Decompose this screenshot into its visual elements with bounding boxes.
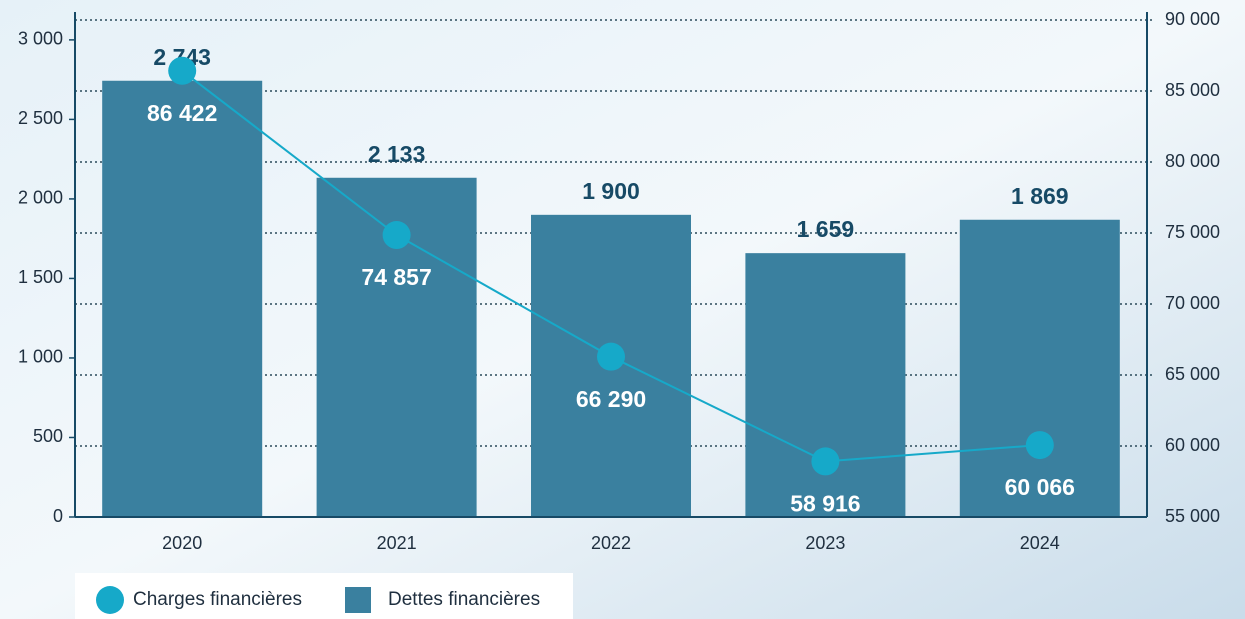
x-tick-label: 2024	[1020, 533, 1060, 553]
legend-box	[75, 573, 573, 619]
y2-tick-label: 60 000	[1165, 435, 1220, 455]
x-tick-label: 2021	[377, 533, 417, 553]
y-tick-label: 3 000	[18, 29, 63, 49]
legend-label: Charges financières	[133, 589, 302, 610]
bar-value-label: 1 900	[582, 178, 640, 204]
y-tick-label: 1 500	[18, 267, 63, 287]
y2-tick-label: 70 000	[1165, 293, 1220, 313]
bar	[959, 219, 1120, 517]
bar	[745, 253, 906, 517]
point-value-label: 74 857	[361, 264, 431, 290]
x-tick-label: 2020	[162, 533, 202, 553]
y2-tick-label: 55 000	[1165, 506, 1220, 526]
point-value-label: 58 916	[790, 490, 860, 516]
legend-label: Dettes financières	[388, 589, 540, 610]
y-tick-label: 0	[53, 506, 63, 526]
point	[597, 342, 625, 371]
y2-tick-label: 90 000	[1165, 9, 1220, 29]
point-value-label: 66 290	[576, 386, 646, 412]
bar-value-label: 2 133	[368, 141, 426, 167]
y-tick-label: 2 500	[18, 108, 63, 128]
y2-tick-label: 80 000	[1165, 151, 1220, 171]
y2-tick-label: 75 000	[1165, 222, 1220, 242]
bar	[102, 80, 263, 517]
point-value-label: 86 422	[147, 100, 217, 126]
y-tick-label: 1 000	[18, 347, 63, 367]
bar-value-label: 1 869	[1011, 183, 1069, 209]
x-tick-label: 2022	[591, 533, 631, 553]
x-tick-label: 2023	[805, 533, 845, 553]
legend-swatch	[96, 586, 124, 614]
bar-value-label: 1 659	[797, 216, 855, 242]
point-value-label: 60 066	[1005, 474, 1075, 500]
plot-area: 55 000 60 000 65 000 70 000 75 000 80 000 85 0…	[18, 9, 1220, 553]
y-tick-label: 2 000	[18, 188, 63, 208]
point	[382, 221, 411, 250]
point	[168, 56, 197, 85]
point	[1025, 431, 1054, 460]
legend-swatch	[345, 587, 371, 613]
y2-tick-label: 65 000	[1165, 364, 1220, 384]
y-tick-label: 500	[33, 426, 63, 446]
y2-tick-label: 85 000	[1165, 80, 1220, 100]
point	[811, 447, 840, 476]
